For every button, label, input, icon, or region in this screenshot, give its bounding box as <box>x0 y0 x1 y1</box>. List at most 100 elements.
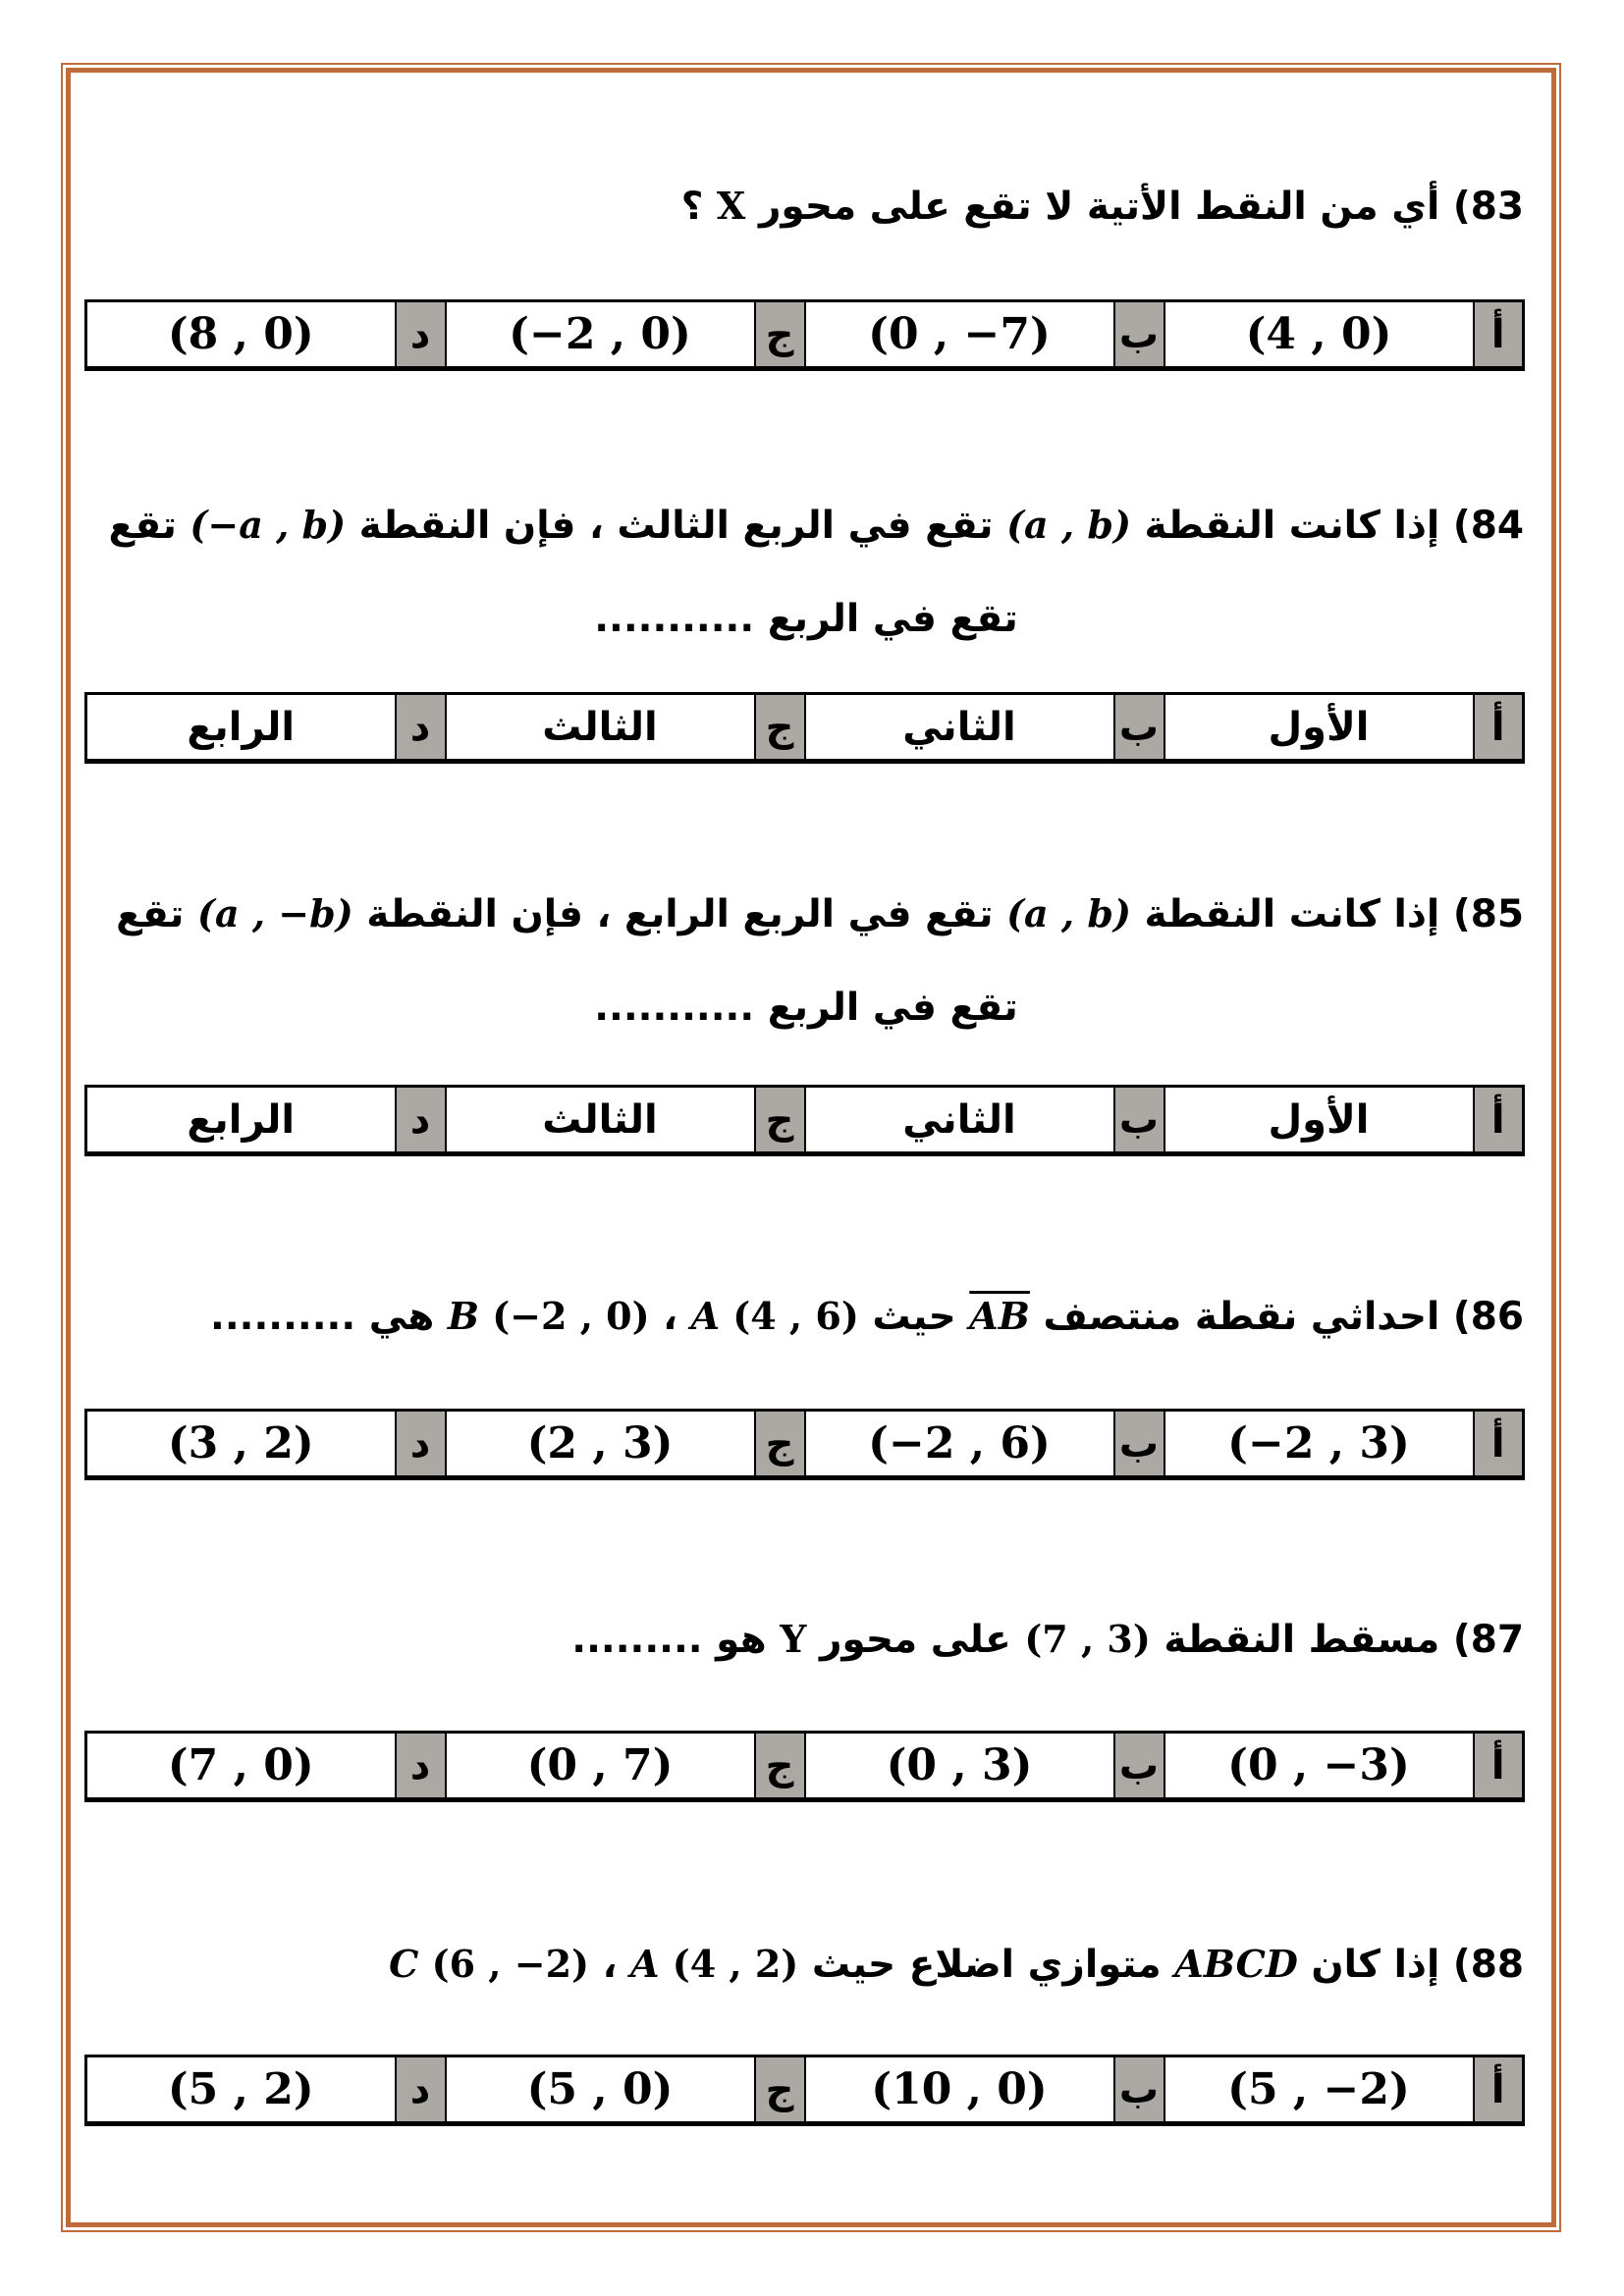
point-neg-a-b: (−a , b) <box>189 503 347 547</box>
axis-y-symbol: Y <box>780 1617 807 1661</box>
option-letter-j: ج <box>753 692 806 763</box>
option-letter-j: ج <box>753 1409 806 1479</box>
option-answer-86-a: (−2 , 3) <box>1163 1409 1475 1479</box>
option-answer-83-a: (4 , 0) <box>1163 299 1475 370</box>
question-83-line1: 83) أي من النقط الأتية لا تقع على محور X… <box>88 163 1524 257</box>
question-86-arabic-3: هي .......... <box>210 1295 448 1339</box>
options-row: أ (−2 , 3) ب (−2 , 6) ج (2 , 3) د (3 , 2… <box>84 1409 1525 1479</box>
options-row: أ الأول ب الثاني ج الثالث د الرابع <box>84 1085 1525 1155</box>
option-letter-a: أ <box>1472 1085 1525 1155</box>
option-answer-84-d: الرابع <box>84 692 397 763</box>
option-letter-d: د <box>394 2055 447 2125</box>
option-letter-b: ب <box>1112 1731 1165 1801</box>
option-letter-j: ج <box>753 2055 806 2125</box>
question-85-line2: تقع في الربع ........... <box>594 986 1018 1030</box>
question-87-arabic-2: على محور <box>806 1618 1025 1662</box>
question-86-line1: 86) احداثي نقطة منتصف AB حيث A (4 , 6) ،… <box>88 1273 1524 1367</box>
question-87-arabic-3: هو ......... <box>571 1618 781 1662</box>
options-row: أ (0 , −3) ب (0 , 3) ج (0 , 7) د (7 , 0) <box>84 1731 1525 1801</box>
question-84-line2: تقع في الربع ........... <box>594 597 1018 641</box>
question-84-arabic-2: تقع في الربع الثالث ، فإن النقطة <box>346 504 1007 548</box>
option-letter-d: د <box>394 1409 447 1479</box>
option-answer-87-a: (0 , −3) <box>1163 1731 1475 1801</box>
option-letter-a: أ <box>1472 2055 1525 2125</box>
options-table-84: أ الأول ب الثاني ج الثالث د الرابع <box>84 692 1525 764</box>
point-ab: (a , b) <box>1006 503 1131 547</box>
question-88-text: 88) إذا كان ABCD متوازي اضلاع حيث A (4 ,… <box>88 1921 1524 2015</box>
axis-x-symbol: X <box>716 184 746 228</box>
question-88-arabic-2: متوازي اضلاع حيث <box>798 1943 1175 1987</box>
option-letter-b: ب <box>1112 1409 1165 1479</box>
point-A: A (4 , 6) <box>690 1294 859 1338</box>
point-B: B (−2 , 0) <box>447 1294 650 1338</box>
question-85-arabic-2: تقع في الربع الرابع ، فإن النقطة <box>352 892 1007 936</box>
option-letter-b: ب <box>1112 299 1165 370</box>
point-a-neg-b: (a , −b) <box>197 891 353 935</box>
options-row: أ الأول ب الثاني ج الثالث د الرابع <box>84 692 1525 763</box>
question-88-line1: 88) إذا كان ABCD متوازي اضلاع حيث A (4 ,… <box>88 1921 1524 2015</box>
question-83-text: 83) أي من النقط الأتية لا تقع على محور X… <box>88 163 1524 257</box>
option-letter-b: ب <box>1112 692 1165 763</box>
options-table-88: أ (5 , −2) ب (10 , 0) ج (5 , 0) د (5 , 2… <box>84 2055 1525 2126</box>
options-table-86: أ (−2 , 3) ب (−2 , 6) ج (2 , 3) د (3 , 2… <box>84 1409 1525 1480</box>
option-answer-87-b: (0 , 3) <box>803 1731 1115 1801</box>
option-answer-83-b: (0 , −7) <box>803 299 1115 370</box>
option-letter-a: أ <box>1472 692 1525 763</box>
point-A: A (4 , 2) <box>630 1942 799 1986</box>
question-85-arabic-3: تقع <box>116 892 197 936</box>
option-answer-88-b: (10 , 0) <box>803 2055 1115 2125</box>
option-letter-d: د <box>394 299 447 370</box>
question-86-arabic-2: حيث <box>858 1295 970 1339</box>
option-letter-j: ج <box>753 1085 806 1155</box>
segment-ab-overline: AB <box>969 1294 1030 1338</box>
question-83-mark: ؟ <box>680 185 717 229</box>
question-88-arabic-1: 88) إذا كان <box>1297 1943 1524 1987</box>
option-answer-83-d: (8 , 0) <box>84 299 397 370</box>
options-row: أ (5 , −2) ب (10 , 0) ج (5 , 0) د (5 , 2… <box>84 2055 1525 2125</box>
option-letter-a: أ <box>1472 299 1525 370</box>
point-C: C (6 , −2) <box>389 1942 590 1986</box>
question-88-comma: ، <box>589 1943 631 1987</box>
question-86-comma: ، <box>649 1295 691 1339</box>
option-answer-84-j: الثالث <box>444 692 756 763</box>
option-answer-88-j: (5 , 0) <box>444 2055 756 2125</box>
option-letter-j: ج <box>753 1731 806 1801</box>
option-answer-83-j: (−2 , 0) <box>444 299 756 370</box>
question-85-line1: 85) إذا كانت النقطة (a , b) تقع في الربع… <box>88 871 1524 965</box>
question-87-text: 87) مسقط النقطة (7 , 3) على محور Y هو ..… <box>88 1596 1524 1690</box>
option-answer-84-b: الثاني <box>803 692 1115 763</box>
options-row: أ (4 , 0) ب (0 , −7) ج (−2 , 0) د (8 , 0… <box>84 299 1525 370</box>
question-83-arabic: 83) أي من النقط الأتية لا تقع على محور <box>745 185 1524 229</box>
option-answer-87-d: (7 , 0) <box>84 1731 397 1801</box>
question-85-arabic-1: 85) إذا كانت النقطة <box>1130 892 1524 936</box>
option-answer-85-a: الأول <box>1163 1085 1475 1155</box>
option-letter-d: د <box>394 1085 447 1155</box>
option-letter-b: ب <box>1112 2055 1165 2125</box>
question-86-arabic-1: 86) احداثي نقطة منتصف <box>1029 1295 1524 1339</box>
option-letter-a: أ <box>1472 1731 1525 1801</box>
option-answer-85-j: الثالث <box>444 1085 756 1155</box>
options-table-87: أ (0 , −3) ب (0 , 3) ج (0 , 7) د (7 , 0) <box>84 1731 1525 1802</box>
options-table-85: أ الأول ب الثاني ج الثالث د الرابع <box>84 1085 1525 1156</box>
option-letter-d: د <box>394 1731 447 1801</box>
page-border-frame <box>61 63 1561 2232</box>
option-letter-b: ب <box>1112 1085 1165 1155</box>
option-answer-84-a: الأول <box>1163 692 1475 763</box>
parallelogram-abcd: ABCD <box>1174 1942 1298 1986</box>
option-answer-86-b: (−2 , 6) <box>803 1409 1115 1479</box>
question-87-arabic-1: 87) مسقط النقطة <box>1150 1618 1524 1662</box>
question-84-arabic-1: 84) إذا كانت النقطة <box>1130 504 1524 548</box>
option-answer-88-d: (5 , 2) <box>84 2055 397 2125</box>
options-table-83: أ (4 , 0) ب (0 , −7) ج (−2 , 0) د (8 , 0… <box>84 299 1525 371</box>
option-answer-86-d: (3 , 2) <box>84 1409 397 1479</box>
question-87-line1: 87) مسقط النقطة (7 , 3) على محور Y هو ..… <box>88 1596 1524 1690</box>
option-answer-85-b: الثاني <box>803 1085 1115 1155</box>
option-answer-87-j: (0 , 7) <box>444 1731 756 1801</box>
option-answer-85-d: الرابع <box>84 1085 397 1155</box>
option-answer-88-a: (5 , −2) <box>1163 2055 1475 2125</box>
question-85-text: 85) إذا كانت النقطة (a , b) تقع في الربع… <box>88 871 1524 1058</box>
point-7-3: (7 , 3) <box>1024 1617 1151 1661</box>
option-letter-j: ج <box>753 299 806 370</box>
option-answer-86-j: (2 , 3) <box>444 1409 756 1479</box>
